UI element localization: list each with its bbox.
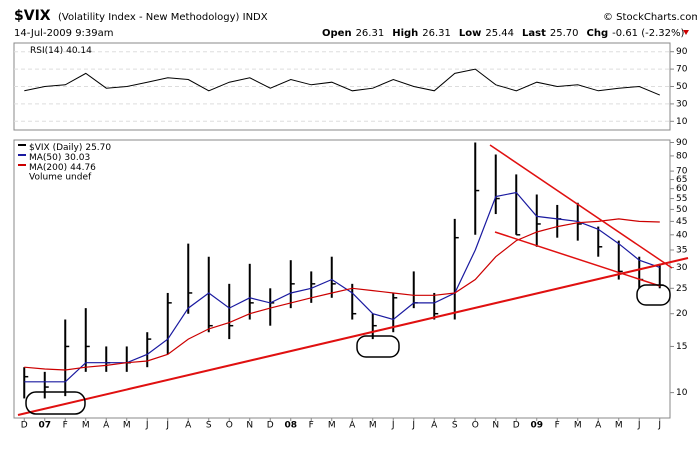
resistance-trendline [489, 144, 673, 269]
x-tick-label: O [472, 421, 479, 431]
x-tick-label: S [206, 421, 212, 431]
x-tick-label: F [309, 421, 314, 431]
x-tick-label: J [145, 421, 149, 431]
legend-entry: MA(200) 44.76 [29, 163, 96, 173]
circle [636, 284, 671, 306]
credit: © StockCharts.com [603, 12, 697, 23]
quote-value: 25.44 [485, 28, 514, 39]
y-tick-label: 10 [676, 117, 688, 127]
moving-average [24, 191, 660, 383]
quote-value: 26.31 [422, 28, 451, 39]
legend-entry: MA(50) 30.03 [29, 153, 90, 163]
x-tick-label: J [637, 421, 641, 431]
down-arrow [683, 30, 689, 35]
price-panel [13, 139, 671, 419]
x-tick-label: D [513, 421, 520, 431]
y-tick-label: 50 [676, 82, 688, 92]
x-tick-label: F [555, 421, 560, 431]
legend-name: RSI(14) [30, 46, 63, 56]
x-tick-label: N [492, 421, 499, 431]
y-tick-label: 30 [676, 99, 688, 109]
rsi-legend: RSI(14) 40.14 [30, 46, 92, 56]
y-tick-label: 65 [676, 175, 687, 185]
x-tick-label: J [411, 421, 415, 431]
x-tick-label: F [63, 421, 68, 431]
x-tick-label: M [328, 421, 336, 431]
quote-value: 26.31 [356, 28, 385, 39]
x-tick-label: J [657, 421, 661, 431]
x-tick-label: D [21, 421, 28, 431]
y-tick-label: 70 [676, 167, 688, 177]
y-tick-label: 30 [676, 263, 688, 273]
legend-name: $VIX (Daily) [29, 143, 82, 153]
y-tick-label: 50 [676, 205, 688, 215]
y-tick-label: 55 [676, 194, 687, 204]
rsi-layer: 10 30 50 70 90 RSI(14) 40.14 [14, 46, 688, 127]
legend-value: 30.03 [64, 153, 90, 163]
circle [25, 391, 86, 415]
legend-value: 40.14 [66, 46, 92, 56]
legend-entry: $VIX (Daily) 25.70 [29, 143, 111, 153]
quote-label: Chg [587, 28, 609, 39]
y-tick-label: 90 [676, 47, 688, 57]
x-tick-label: D [267, 421, 274, 431]
x-tick-label: M [615, 421, 623, 431]
inner-trendline [494, 231, 661, 287]
y-tick-label: 45 [676, 217, 687, 227]
moving-average [24, 218, 660, 371]
x-tick-label: 08 [284, 421, 297, 431]
legend-value: 25.70 [85, 143, 111, 153]
quote-label: Last [522, 28, 546, 39]
x-tick-label: M [82, 421, 90, 431]
x-tick-label: O [226, 421, 233, 431]
x-tick-label: S [452, 421, 458, 431]
x-tick-label: 09 [530, 421, 543, 431]
x-tick-label: 07 [38, 421, 51, 431]
rsi-line [24, 68, 660, 96]
x-tick-label: M [369, 421, 377, 431]
quote-label: High [392, 28, 418, 39]
highlight-circles [25, 284, 671, 415]
timestamp: 14-Jul-2009 9:39am [14, 28, 114, 39]
x-tick-label: M [123, 421, 131, 431]
y-tick-label: 80 [676, 151, 688, 161]
x-tick-label: A [349, 421, 356, 431]
legend-name: MA(50) [29, 153, 61, 163]
legend-value: 44.76 [70, 163, 96, 173]
y-tick-label: 90 [676, 138, 688, 148]
y-tick-label: 35 [676, 246, 687, 256]
legend-swatch [18, 164, 26, 166]
y-tick-label: 40 [676, 230, 688, 240]
legend-entry: Volume undef [29, 173, 92, 183]
y-tick-label: 20 [676, 309, 688, 319]
x-tick-label: J [391, 421, 395, 431]
x-tick-label: A [185, 421, 192, 431]
quote-label: Open [322, 28, 352, 39]
description: (Volatility Index - New Methodology) IND… [58, 12, 268, 23]
x-tick-label: M [574, 421, 582, 431]
y-tick-label: 15 [676, 342, 687, 352]
quote: Open 26.31 High 26.31 Low 25.44 Last 25.70 Chg -0… [322, 28, 685, 39]
y-tick-label: 70 [676, 65, 688, 75]
x-tick-label: A [595, 421, 602, 431]
quote-value: 25.70 [550, 28, 579, 39]
y-tick-label: 60 [676, 184, 688, 194]
y-tick-label: 10 [676, 388, 688, 398]
x-tick-label: J [165, 421, 169, 431]
trendlines [17, 144, 689, 416]
legend-name: MA(200) [29, 163, 67, 173]
x-tick-label: A [103, 421, 110, 431]
support-trendline [17, 257, 689, 416]
x-tick-label: A [431, 421, 438, 431]
y-tick-label: 25 [676, 284, 687, 294]
quote-value: -0.61 (-2.32%) [612, 28, 684, 39]
legend-swatch [18, 144, 26, 146]
x-tick-label: N [246, 421, 253, 431]
legend-swatch [18, 154, 26, 156]
circle [356, 335, 400, 358]
symbol: $VIX [14, 8, 51, 24]
quote-label: Low [459, 28, 481, 39]
